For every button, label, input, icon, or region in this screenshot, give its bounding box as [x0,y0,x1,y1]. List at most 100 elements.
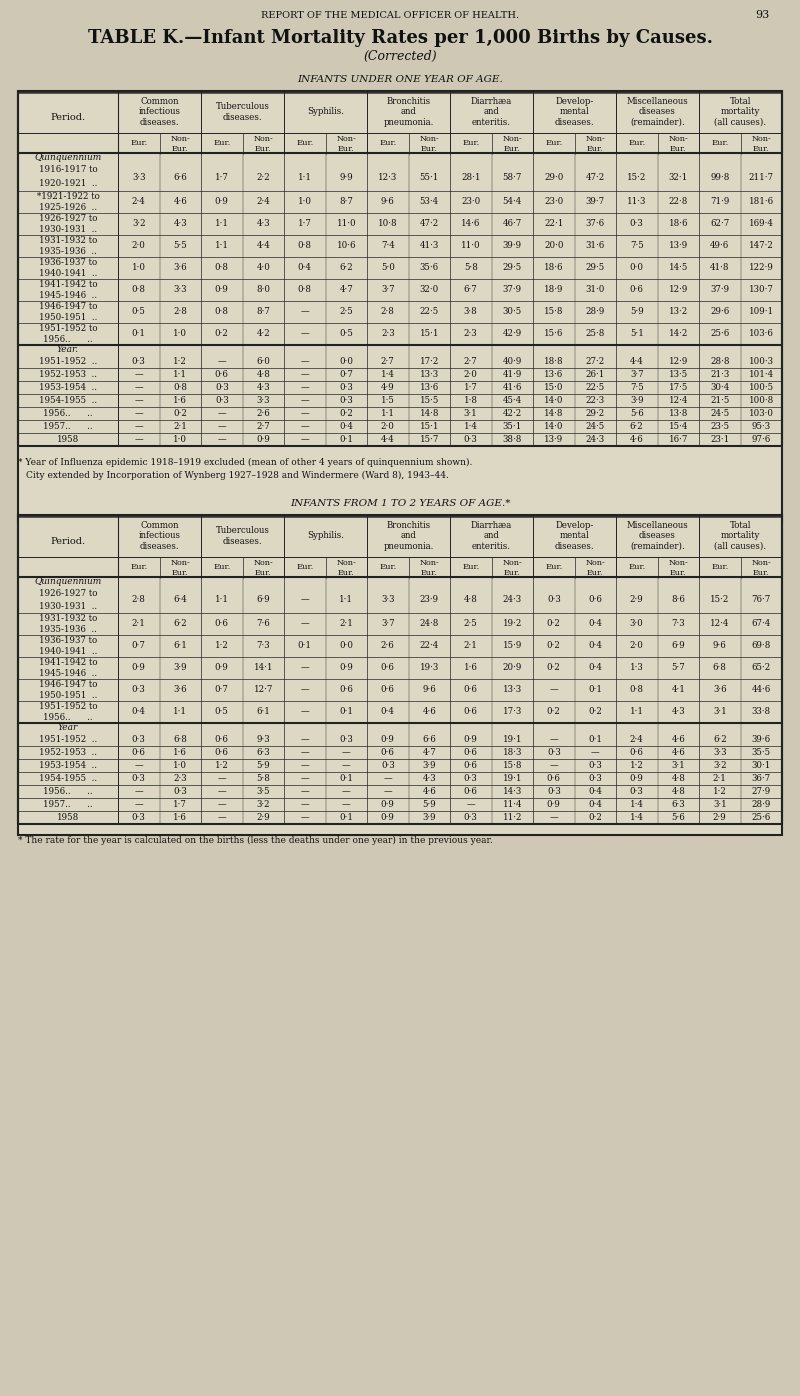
Text: 0·9: 0·9 [381,736,394,744]
Bar [18,515,782,835]
Text: 0·6: 0·6 [464,685,478,694]
Text: 14·0: 14·0 [544,422,563,431]
Text: 101·4: 101·4 [749,370,774,378]
Text: 21·3: 21·3 [710,370,730,378]
Text: 6·9: 6·9 [256,596,270,604]
Text: 25·8: 25·8 [586,329,605,338]
Text: —: — [218,812,226,822]
Text: —: — [301,812,309,822]
Text: 2·1: 2·1 [174,422,187,431]
Text: 3·7: 3·7 [381,620,394,628]
Text: 23·0: 23·0 [461,197,480,207]
Text: 0·4: 0·4 [298,264,312,272]
Text: 0·3: 0·3 [174,787,187,796]
Text: 0·2: 0·2 [588,812,602,822]
Text: 3·1: 3·1 [671,761,685,771]
Text: 95·3: 95·3 [752,422,771,431]
Text: 1·0: 1·0 [174,436,187,444]
Text: 0·8: 0·8 [174,383,187,392]
Text: 13·8: 13·8 [669,409,688,417]
Text: 11·3: 11·3 [627,197,646,207]
Text: 17·5: 17·5 [669,383,688,392]
Text: Non-
Eur.: Non- Eur. [586,560,605,577]
Text: 17·2: 17·2 [419,357,439,366]
Text: Non-
Eur.: Non- Eur. [419,135,439,152]
Text: —: — [218,787,226,796]
Text: —: — [134,787,143,796]
Text: Eur.: Eur. [296,140,314,147]
Text: 1951-1952 to: 1951-1952 to [38,324,98,334]
Text: 1954-1955  ..: 1954-1955 .. [39,396,97,405]
Text: 0·5: 0·5 [339,329,353,338]
Text: Non-
Eur.: Non- Eur. [336,560,356,577]
Text: 2·1: 2·1 [132,620,146,628]
Text: 0·6: 0·6 [381,748,394,757]
Text: 100·5: 100·5 [749,383,774,392]
Text: 35·1: 35·1 [502,422,522,431]
Text: 0·3: 0·3 [630,219,644,229]
Text: 12·4: 12·4 [710,620,730,628]
Text: 2·2: 2·2 [256,173,270,181]
Text: 3·5: 3·5 [257,787,270,796]
Text: 4·3: 4·3 [422,773,436,783]
Text: 7·3: 7·3 [257,642,270,651]
Text: 0·6: 0·6 [630,748,644,757]
Text: 6·0: 6·0 [256,357,270,366]
Text: 1·4: 1·4 [630,812,644,822]
Text: —: — [218,409,226,417]
Text: —: — [301,761,309,771]
Text: 15·2: 15·2 [710,596,730,604]
Text: Eur.: Eur. [545,563,562,571]
Text: 6·2: 6·2 [339,264,353,272]
Text: 13·3: 13·3 [502,685,522,694]
Text: 0·1: 0·1 [132,329,146,338]
Text: 14·8: 14·8 [544,409,563,417]
Text: 0·4: 0·4 [588,787,602,796]
Text: 1952-1953  ..: 1952-1953 .. [39,748,97,757]
Text: Bronchitis
and
pneumonia.: Bronchitis and pneumonia. [383,98,434,127]
Text: 12·9: 12·9 [669,357,688,366]
Text: 71·9: 71·9 [710,197,730,207]
Text: Eur.: Eur. [130,563,147,571]
Text: —: — [383,773,392,783]
Text: 13·2: 13·2 [669,307,688,317]
Text: 6·8: 6·8 [713,663,726,673]
Text: 6·6: 6·6 [422,736,436,744]
Text: 0·3: 0·3 [215,396,229,405]
Text: 19·1: 19·1 [502,773,522,783]
Text: 69·8: 69·8 [751,642,771,651]
Text: Eur.: Eur. [462,140,479,147]
Text: 12·9: 12·9 [669,286,688,295]
Text: 0·6: 0·6 [464,748,478,757]
Text: Non-
Eur.: Non- Eur. [254,560,273,577]
Text: Miscellaneous
diseases
(remainder).: Miscellaneous diseases (remainder). [626,98,688,127]
Text: Eur.: Eur. [213,563,230,571]
Text: 5·8: 5·8 [464,264,478,272]
Text: 97·6: 97·6 [752,436,771,444]
Text: 1953-1954  ..: 1953-1954 .. [39,383,97,392]
Text: 30·1: 30·1 [751,761,771,771]
Text: Eur.: Eur. [296,563,314,571]
Text: 2·4: 2·4 [256,197,270,207]
Text: —: — [134,422,143,431]
Text: Period.: Period. [50,113,86,121]
Text: 28·1: 28·1 [461,173,481,181]
Text: 1941-1942 to: 1941-1942 to [38,658,98,667]
Text: 1956..      ..: 1956.. .. [43,713,93,722]
Text: 1·4: 1·4 [381,370,394,378]
Text: 1957..      ..: 1957.. .. [43,422,93,431]
Text: 1957..      ..: 1957.. .. [43,800,93,810]
Text: 4·7: 4·7 [422,748,436,757]
Text: 0·0: 0·0 [339,357,354,366]
Text: Eur.: Eur. [379,563,396,571]
Text: —: — [301,422,309,431]
Text: —: — [342,800,350,810]
Text: 30·4: 30·4 [710,383,730,392]
Text: 2·6: 2·6 [256,409,270,417]
Text: 0·4: 0·4 [588,800,602,810]
Text: 4·1: 4·1 [671,685,685,694]
Text: 2·5: 2·5 [339,307,353,317]
Text: 33·8: 33·8 [752,708,771,716]
Text: 1916-1917 to: 1916-1917 to [38,166,98,174]
Text: 1941-1942 to: 1941-1942 to [38,281,98,289]
